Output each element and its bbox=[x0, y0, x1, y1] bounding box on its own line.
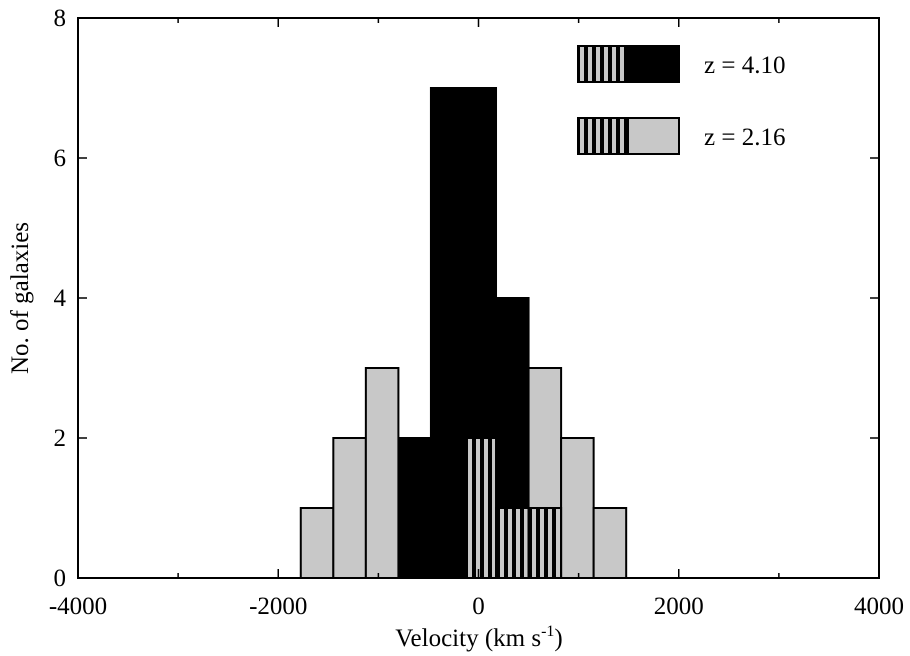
y-tick-label: 0 bbox=[54, 565, 67, 592]
legend-label-z410: z = 4.10 bbox=[704, 52, 785, 79]
histogram-bar-series-0-bin-0 bbox=[397, 437, 432, 579]
y-tick-label: 6 bbox=[54, 145, 67, 172]
x-tick-label: -4000 bbox=[49, 593, 107, 620]
tick-labels-layer: -4000 -2000 0 2000 4000 0 2 4 6 8 bbox=[49, 5, 904, 620]
legend-swatch-striped bbox=[577, 117, 629, 155]
legend: z = 4.10 z = 2.16 bbox=[577, 45, 785, 155]
legend-entry-z216: z = 2.16 bbox=[577, 117, 785, 155]
legend-entry-z410: z = 4.10 bbox=[577, 45, 785, 83]
y-tick-label: 2 bbox=[54, 425, 67, 452]
legend-swatch-striped bbox=[577, 45, 629, 83]
ticks-layer bbox=[77, 17, 880, 579]
legend-swatch-black bbox=[627, 45, 680, 83]
x-tick-label: 2000 bbox=[654, 593, 704, 620]
x-tick-label: 4000 bbox=[854, 593, 904, 620]
histogram-bar-series-1-bin-2 bbox=[364, 367, 400, 579]
x-tick-label: 0 bbox=[472, 593, 485, 620]
x-axis-label: Velocity (km s-1) bbox=[395, 623, 562, 652]
y-axis-label: No. of galaxies bbox=[7, 222, 34, 374]
histogram-bar-series-2-bin-2 bbox=[527, 507, 563, 579]
histogram-bar-series-2-bin-1 bbox=[495, 507, 530, 579]
legend-label-z216: z = 2.16 bbox=[704, 124, 785, 151]
bars-layer bbox=[299, 87, 628, 579]
legend-swatch-grey bbox=[627, 117, 680, 155]
y-tick-label: 4 bbox=[54, 285, 67, 312]
histogram-bar-series-1-bin-1 bbox=[332, 437, 367, 579]
histogram-bar-series-1-bin-0 bbox=[299, 507, 335, 579]
x-tick-label: -2000 bbox=[249, 593, 307, 620]
histogram-bar-series-1-bin-5 bbox=[592, 507, 628, 579]
histogram-bar-series-2-bin-0 bbox=[462, 437, 498, 579]
y-tick-label: 8 bbox=[54, 5, 67, 32]
histogram-bar-series-1-bin-4 bbox=[560, 437, 595, 579]
